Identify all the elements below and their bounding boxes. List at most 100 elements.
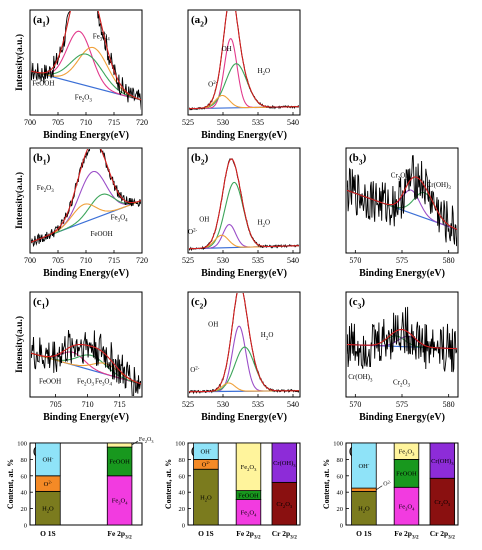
plot-area xyxy=(31,149,141,248)
y-axis-label: Intensity(a.u.) xyxy=(14,172,25,229)
annotation-Fe2O3: Fe2O3 xyxy=(75,93,93,103)
annotation-Fe3O4: Fe3O4 xyxy=(111,213,129,223)
x-tick-label: 705 xyxy=(52,256,64,265)
x-tick-label: 720 xyxy=(136,256,148,265)
x-tick-label: 525 xyxy=(182,400,194,409)
bar-label-Cr2O3: Cr2O3 xyxy=(434,499,450,507)
bar-segment-H2O xyxy=(193,468,219,526)
x-tick-label: 535 xyxy=(252,118,264,127)
y-tick-label: 100 xyxy=(17,441,27,448)
leader-line xyxy=(376,485,383,490)
y-axis-label: Intensity(a.u.) xyxy=(14,34,25,91)
x-tick-label: 530 xyxy=(217,256,229,265)
x-tick-label: 715 xyxy=(114,400,126,409)
plot-frame xyxy=(187,291,301,398)
component-H2O xyxy=(189,63,299,110)
annotation-O2-: O2- xyxy=(208,81,218,89)
bar-segment-Cr(OH)3 xyxy=(429,442,456,479)
x-tick-label: 570 xyxy=(349,400,361,409)
annotation-Fe3O4: Fe3O4 xyxy=(93,32,111,42)
x-tick-label: 540 xyxy=(287,400,299,409)
annotation-H2O: H2O xyxy=(257,67,270,77)
bar-label-O2-: O2- xyxy=(383,480,391,488)
annotation-FeOOH: FeOOH xyxy=(90,230,112,238)
plot-area xyxy=(347,306,457,373)
category-label: Fe 2p3/2 xyxy=(394,529,419,540)
bar-segment-FeOOH xyxy=(106,446,133,477)
category-label: Fe 2p3/2 xyxy=(236,529,261,540)
bar-segment-Fe3O4 xyxy=(106,475,133,526)
x-tick-label: 720 xyxy=(136,118,148,127)
x-tick-label: 580 xyxy=(443,400,455,409)
x-axis-label: Binding Energy(eV) xyxy=(43,412,129,423)
y-axis-label: Content, at. % xyxy=(322,459,331,509)
y-tick-label: 60 xyxy=(337,473,344,480)
panel-b3: (b3) 570 575 580 Binding Energy(eV) Cr2O3 Cr(O… xyxy=(345,147,459,279)
annotation-Cr(OH)3: Cr(OH)3 xyxy=(427,181,452,191)
category-label: O 1S xyxy=(356,529,372,538)
raw-spectrum xyxy=(347,306,457,373)
plot-area xyxy=(189,158,299,252)
y-axis-label: Content, at. % xyxy=(164,459,173,509)
fitted-envelope xyxy=(31,149,141,243)
bar-segment-OH- xyxy=(351,442,377,489)
raw-spectrum xyxy=(31,329,141,396)
plot-frame xyxy=(187,147,301,254)
plot-area xyxy=(31,329,141,396)
x-tick-label: 700 xyxy=(24,256,36,265)
bar-segment-Fe2O3 xyxy=(106,442,133,448)
bar-label-O2-: O2- xyxy=(44,480,53,488)
x-tick-label: 525 xyxy=(182,256,194,265)
x-tick-label: 575 xyxy=(396,256,408,265)
component-OH xyxy=(189,325,299,393)
x-tick-label: 710 xyxy=(80,256,92,265)
panel-a1: (a1) 700 705 710 715 720 Binding Energy(eV) Int… xyxy=(14,9,148,141)
x-tick-label: 525 xyxy=(182,118,194,127)
panel-label: (c1) xyxy=(33,296,49,310)
annotation-OH: OH xyxy=(222,45,232,53)
y-tick-label: 100 xyxy=(175,441,185,448)
bar-label-Cr2O3: Cr2O3 xyxy=(276,501,292,509)
bar-segment-Fe2O3 xyxy=(235,442,262,491)
plot-area xyxy=(347,155,457,247)
x-axis-label: Binding Energy(eV) xyxy=(43,268,129,279)
bar-segment-Fe2O3 xyxy=(393,442,420,460)
y-tick-label: 60 xyxy=(179,473,186,480)
bar-label-O2-: O2- xyxy=(202,460,211,468)
panel-c1: (c1) 705 710 715 Binding Energy(eV) Intensity… xyxy=(14,291,143,423)
x-tick-label: 715 xyxy=(108,256,120,265)
x-tick-label: 535 xyxy=(252,400,264,409)
fitted-envelope xyxy=(347,329,457,350)
raw-spectrum xyxy=(189,158,299,252)
annotation-FeOOH: FeOOH xyxy=(39,377,61,385)
category-label: O 1S xyxy=(198,529,214,538)
fitted-envelope xyxy=(31,11,141,101)
bar-label-Fe2O3: Fe2O3 xyxy=(139,437,154,444)
x-axis-label: Binding Energy(eV) xyxy=(43,130,129,141)
y-axis-label: Content, at. % xyxy=(6,459,15,509)
x-tick-label: 575 xyxy=(396,400,408,409)
y-tick-label: 40 xyxy=(179,490,186,497)
bar-label-Cr(OH)3: Cr(OH)3 xyxy=(431,458,454,466)
bar-label-Fe2O3: Fe2O3 xyxy=(241,464,257,472)
x-axis-label: Binding Energy(eV) xyxy=(201,130,287,141)
x-axis-label: Binding Energy(eV) xyxy=(359,412,445,423)
fitted-envelope xyxy=(189,158,299,250)
annotation-OH: OH xyxy=(199,216,209,224)
y-tick-label: 80 xyxy=(179,457,186,464)
plot-frame xyxy=(29,291,143,398)
annotation-FeOOH: FeOOH xyxy=(32,80,54,88)
annotation-Cr2O3: Cr2O3 xyxy=(393,378,411,388)
y-tick-label: 40 xyxy=(21,490,28,497)
x-tick-label: 540 xyxy=(287,118,299,127)
x-tick-label: 570 xyxy=(349,256,361,265)
panel-b1: (b1) 700 705 710 715 720 Binding Energy(eV) Int… xyxy=(14,147,148,279)
fitted-envelope xyxy=(347,176,457,230)
y-tick-label: 60 xyxy=(21,473,28,480)
annotation-H2O: H2O xyxy=(261,331,274,341)
